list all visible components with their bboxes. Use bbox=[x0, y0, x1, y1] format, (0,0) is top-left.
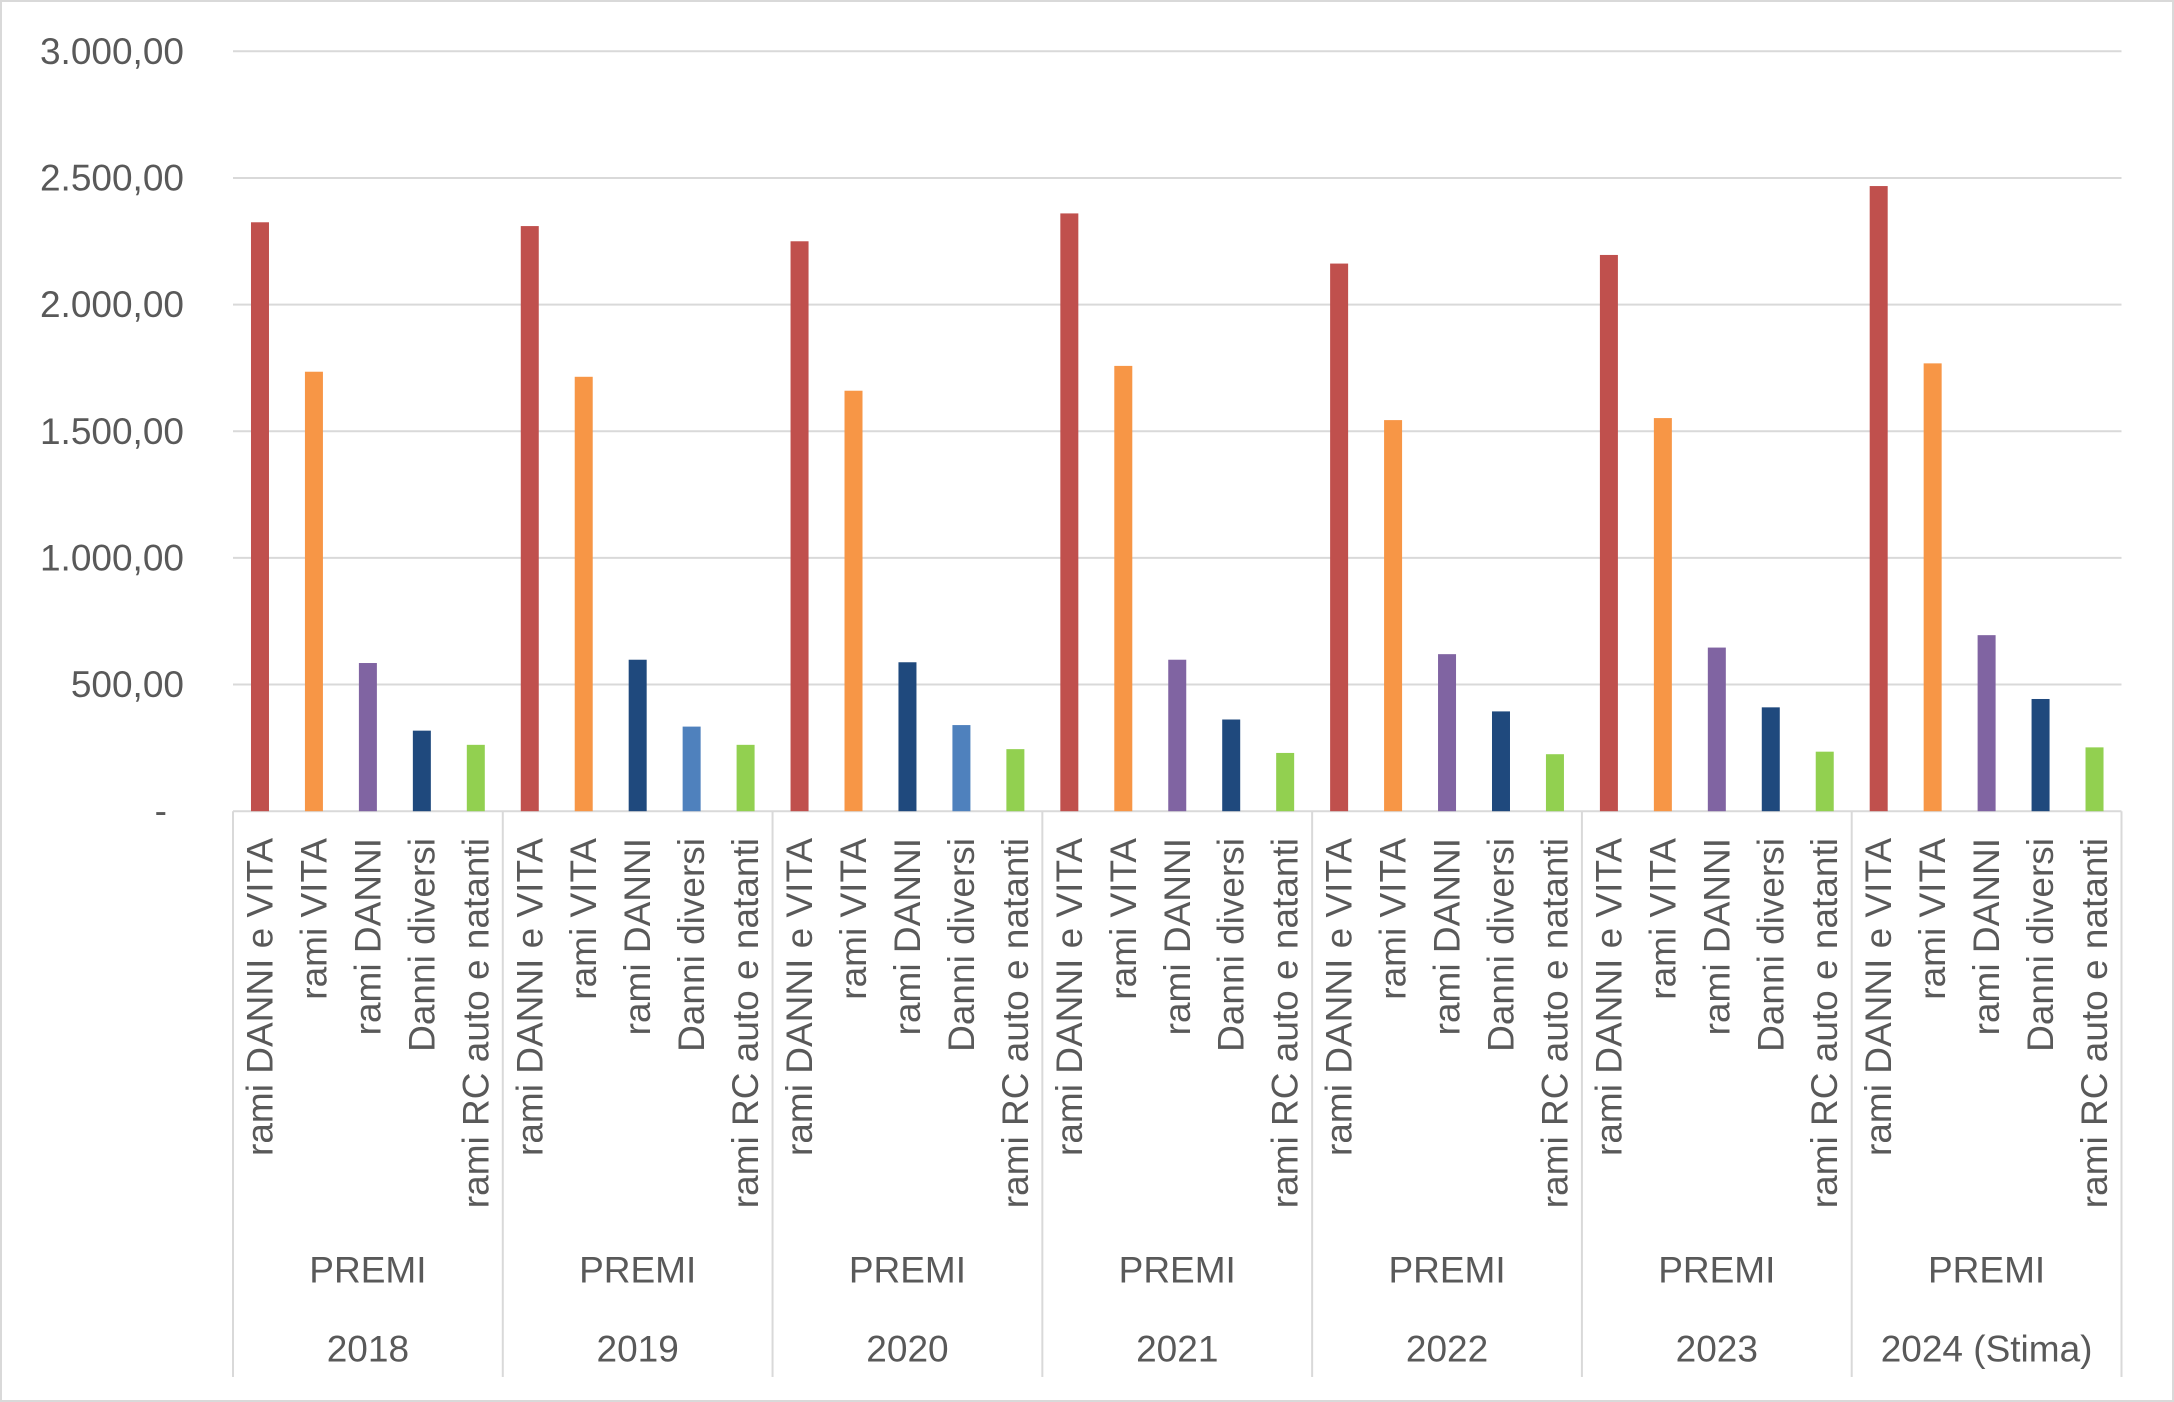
y-tick-label: 3.000,00 bbox=[40, 31, 184, 72]
bar bbox=[1815, 751, 1834, 812]
x-category-label: Danni diversi bbox=[941, 838, 982, 1052]
bar bbox=[2085, 747, 2104, 812]
x-category-label: rami RC auto e natanti bbox=[1534, 838, 1575, 1208]
x-group-sublabel: PREMI bbox=[1928, 1250, 2045, 1291]
x-category-label: rami VITA bbox=[1642, 838, 1683, 1000]
x-group-sublabel: PREMI bbox=[1119, 1250, 1236, 1291]
x-category-label: rami DANNI bbox=[1696, 838, 1737, 1035]
x-category-label: rami VITA bbox=[1912, 838, 1953, 1000]
x-category-label: rami VITA bbox=[833, 838, 874, 1000]
bar bbox=[1438, 654, 1457, 812]
bar bbox=[628, 659, 647, 812]
x-group-year-label: 2022 bbox=[1406, 1329, 1488, 1370]
bar bbox=[1545, 754, 1564, 812]
x-group-sublabel: PREMI bbox=[1388, 1250, 1505, 1291]
x-category-label: rami DANNI e VITA bbox=[1049, 838, 1090, 1156]
x-group-year-label: 2024 (Stima) bbox=[1881, 1329, 2093, 1370]
y-tick-label: 2.000,00 bbox=[40, 284, 184, 325]
y-tick-label: 2.500,00 bbox=[40, 157, 184, 198]
bar bbox=[1491, 711, 1510, 812]
bar bbox=[1384, 420, 1403, 812]
x-group-year-label: 2018 bbox=[327, 1329, 409, 1370]
bar bbox=[250, 222, 269, 812]
x-category-label: rami DANNI bbox=[1157, 838, 1198, 1035]
group-separators bbox=[232, 811, 2123, 1377]
x-category-label: rami VITA bbox=[1373, 838, 1414, 1000]
x-category-label: rami RC auto e natanti bbox=[2074, 838, 2115, 1208]
x-category-label: rami RC auto e natanti bbox=[995, 838, 1036, 1208]
x-category-label: Danni diversi bbox=[1480, 838, 1521, 1052]
x-category-label: rami DANNI bbox=[617, 838, 658, 1035]
bar bbox=[1599, 254, 1618, 812]
x-category-label: rami DANNI e VITA bbox=[1858, 838, 1899, 1156]
bar bbox=[844, 390, 863, 812]
bar bbox=[1168, 659, 1187, 812]
bars bbox=[250, 186, 2104, 812]
bar bbox=[1114, 365, 1133, 812]
bar bbox=[1977, 635, 1996, 812]
y-tick-label: 1.000,00 bbox=[40, 537, 184, 578]
bar bbox=[682, 726, 701, 812]
x-category-label: rami DANNI e VITA bbox=[779, 838, 820, 1156]
bar bbox=[1869, 186, 1888, 812]
y-tick-label: 1.500,00 bbox=[40, 411, 184, 452]
x-category-label: Danni diversi bbox=[401, 838, 442, 1052]
bar bbox=[466, 744, 485, 812]
x-category-label: rami RC auto e natanti bbox=[1804, 838, 1845, 1208]
x-group-year-label: 2019 bbox=[597, 1329, 679, 1370]
x-group-year-label: 2023 bbox=[1676, 1329, 1758, 1370]
bar bbox=[1653, 418, 1672, 812]
x-category-label: Danni diversi bbox=[2020, 838, 2061, 1052]
bar bbox=[412, 730, 431, 812]
x-category-label: rami DANNI e VITA bbox=[1588, 838, 1629, 1156]
y-axis-labels: - 500,00 1.000,00 1.500,00 2.000,00 2.500,00 3… bbox=[40, 31, 184, 832]
x-category-label: rami DANNI bbox=[1966, 838, 2007, 1035]
y-tick-label: 500,00 bbox=[71, 664, 184, 705]
bar bbox=[1707, 647, 1726, 812]
bar bbox=[1222, 719, 1241, 812]
x-category-label: rami RC auto e natanti bbox=[1265, 838, 1306, 1208]
x-group-sublabel: PREMI bbox=[849, 1250, 966, 1291]
x-category-label: rami DANNI bbox=[887, 838, 928, 1035]
x-category-label: rami DANNI e VITA bbox=[239, 838, 280, 1156]
bar bbox=[1006, 749, 1025, 812]
bar bbox=[574, 376, 593, 812]
x-category-label: rami DANNI e VITA bbox=[509, 838, 550, 1156]
x-category-label: Danni diversi bbox=[671, 838, 712, 1052]
x-category-label: rami RC auto e natanti bbox=[455, 838, 496, 1208]
bar bbox=[952, 725, 971, 812]
x-category-label: rami DANNI e VITA bbox=[1319, 838, 1360, 1156]
x-category-label: rami VITA bbox=[293, 838, 334, 1000]
bar bbox=[1761, 707, 1780, 812]
bar bbox=[736, 744, 755, 812]
x-category-label: rami DANNI bbox=[1427, 838, 1468, 1035]
bar bbox=[304, 371, 323, 812]
x-axis-labels: rami DANNI e VITA rami VITA rami DANNI Dann… bbox=[239, 838, 2115, 1370]
y-tick-label: - bbox=[155, 791, 167, 832]
bar bbox=[2031, 698, 2050, 812]
bar bbox=[1330, 263, 1349, 812]
x-category-label: Danni diversi bbox=[1750, 838, 1791, 1052]
x-group-year-label: 2020 bbox=[866, 1329, 948, 1370]
bar bbox=[1060, 213, 1079, 812]
x-category-label: Danni diversi bbox=[1211, 838, 1252, 1052]
bar bbox=[790, 241, 809, 812]
bar bbox=[1923, 363, 1942, 812]
bar bbox=[1276, 752, 1295, 812]
x-category-label: rami RC auto e natanti bbox=[725, 838, 766, 1208]
x-category-label: rami VITA bbox=[563, 838, 604, 1000]
x-group-sublabel: PREMI bbox=[579, 1250, 696, 1291]
x-category-label: rami VITA bbox=[1103, 838, 1144, 1000]
x-group-year-label: 2021 bbox=[1136, 1329, 1218, 1370]
x-group-sublabel: PREMI bbox=[1658, 1250, 1775, 1291]
bar bbox=[520, 226, 539, 812]
gridlines bbox=[233, 50, 2122, 813]
bar bbox=[358, 663, 377, 812]
bar bbox=[898, 662, 917, 812]
x-group-sublabel: PREMI bbox=[309, 1250, 426, 1291]
x-category-label: rami DANNI bbox=[347, 838, 388, 1035]
